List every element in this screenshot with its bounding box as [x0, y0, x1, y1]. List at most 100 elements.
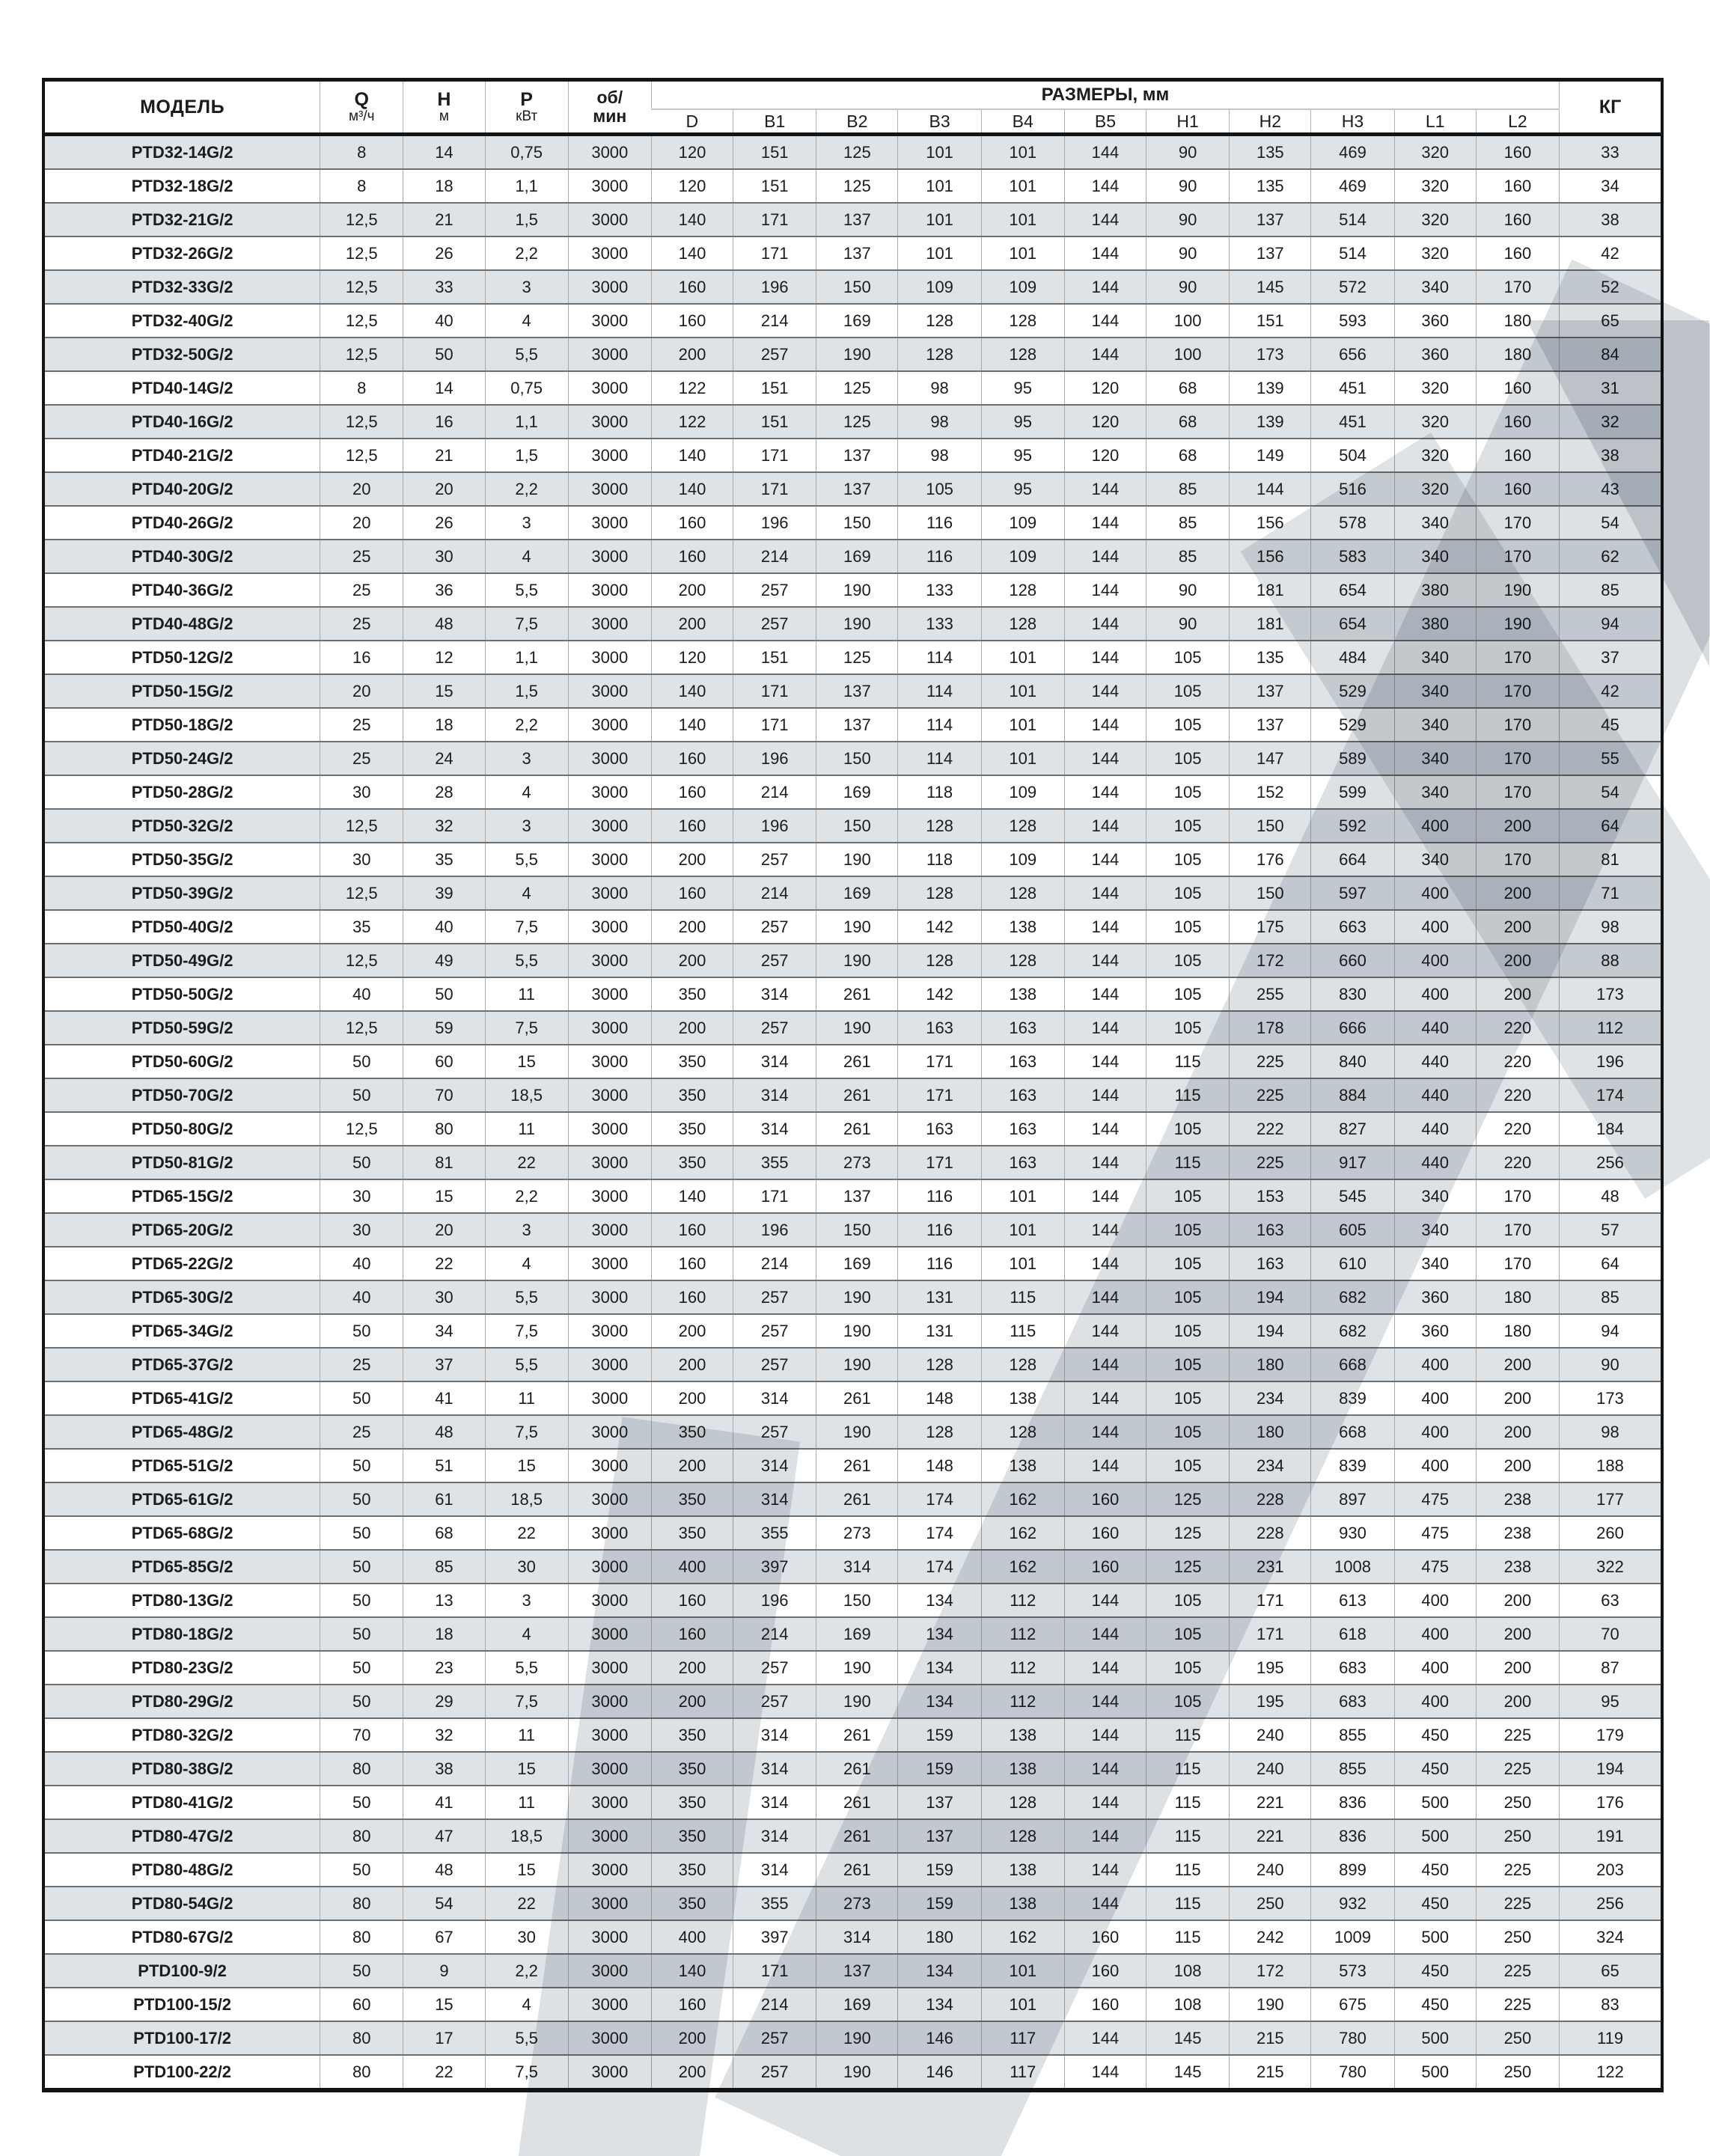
value-cell: 101: [980, 674, 1065, 708]
value-cell: 400: [1393, 1685, 1477, 1718]
value-cell: 3: [484, 506, 569, 540]
value-cell: 3000: [567, 371, 652, 405]
value-cell: 137: [897, 1786, 982, 1819]
value-cell: 138: [980, 910, 1065, 944]
value-cell: 144: [1063, 641, 1146, 674]
value-cell: 320: [1393, 439, 1477, 472]
value-cell: 144: [1063, 843, 1146, 876]
value-cell: 196: [1559, 1045, 1662, 1078]
value-cell: 181: [1229, 607, 1311, 641]
value-cell: 105: [1146, 1449, 1230, 1482]
value-cell: 138: [980, 1381, 1065, 1415]
value-cell: 3000: [567, 1550, 652, 1584]
value-cell: 85: [1146, 506, 1230, 540]
model-cell: PTD50-81G/2: [43, 1146, 320, 1179]
value-cell: 200: [650, 2021, 733, 2055]
model-cell: PTD50-80G/2: [43, 1112, 320, 1146]
value-cell: 839: [1310, 1381, 1395, 1415]
value-cell: 50: [320, 1449, 403, 1482]
value-cell: 125: [816, 134, 898, 169]
value-cell: 3000: [567, 1381, 652, 1415]
value-cell: 105: [1146, 1651, 1230, 1685]
value-cell: 122: [650, 405, 733, 439]
value-cell: 225: [1475, 1988, 1560, 2021]
value-cell: 4: [484, 1988, 569, 2021]
model-cell: PTD50-15G/2: [43, 674, 320, 708]
value-cell: 50: [320, 1954, 403, 1988]
value-cell: 190: [816, 1685, 898, 1718]
value-cell: 225: [1229, 1045, 1311, 1078]
value-cell: 7,5: [484, 2055, 569, 2090]
value-cell: 159: [897, 1752, 982, 1786]
value-cell: 504: [1310, 439, 1395, 472]
value-cell: 138: [980, 1853, 1065, 1887]
value-cell: 190: [816, 1314, 898, 1348]
table-row: PTD50-81G/2 50 81 22 3000 350 355 273 171 163 144 1…: [43, 1146, 1662, 1179]
value-cell: 115: [1146, 1887, 1230, 1920]
value-cell: 140: [650, 236, 733, 270]
value-cell: 440: [1393, 1146, 1477, 1179]
value-cell: 116: [897, 506, 982, 540]
value-cell: 101: [980, 134, 1065, 169]
value-cell: 4: [484, 775, 569, 809]
value-cell: 160: [650, 270, 733, 304]
value-cell: 153: [1229, 1179, 1311, 1213]
value-cell: 200: [1475, 1584, 1560, 1617]
value-cell: 11: [484, 1381, 569, 1415]
value-cell: 0,75: [484, 371, 569, 405]
value-cell: 15: [484, 1045, 569, 1078]
value-cell: 3000: [567, 641, 652, 674]
value-cell: 3000: [567, 1011, 652, 1045]
value-cell: 830: [1310, 977, 1395, 1011]
value-cell: 85: [1559, 1280, 1662, 1314]
value-cell: 181: [1229, 573, 1311, 607]
value-cell: 450: [1393, 1752, 1477, 1786]
value-cell: 160: [1475, 203, 1560, 236]
value-cell: 475: [1393, 1516, 1477, 1550]
value-cell: 200: [1475, 944, 1560, 977]
value-cell: 5,5: [484, 944, 569, 977]
value-cell: 250: [1475, 1786, 1560, 1819]
value-cell: 169: [816, 1247, 898, 1280]
table-row: PTD100-9/2 50 9 2,2 3000 140 171 137 134 101 160 10…: [43, 1954, 1662, 1988]
value-cell: 200: [650, 910, 733, 944]
value-cell: 144: [1063, 1011, 1146, 1045]
value-cell: 221: [1229, 1786, 1311, 1819]
value-cell: 108: [1146, 1988, 1230, 2021]
value-cell: 340: [1393, 708, 1477, 742]
value-cell: 163: [980, 1011, 1065, 1045]
value-cell: 144: [1063, 1819, 1146, 1853]
table-row: PTD32-33G/2 12,5 33 3 3000 160 196 150 109 109 144…: [43, 270, 1662, 304]
value-cell: 2,2: [484, 708, 569, 742]
model-cell: PTD32-21G/2: [43, 203, 320, 236]
value-cell: 162: [980, 1482, 1065, 1516]
value-cell: 320: [1393, 405, 1477, 439]
value-cell: 3000: [567, 809, 652, 843]
value-cell: 190: [816, 1280, 898, 1314]
value-cell: 137: [897, 1819, 982, 1853]
value-cell: 171: [733, 674, 816, 708]
value-cell: 855: [1310, 1752, 1395, 1786]
value-cell: 160: [650, 506, 733, 540]
value-cell: 65: [1559, 1954, 1662, 1988]
value-cell: 30: [320, 775, 403, 809]
value-cell: 144: [1063, 1146, 1146, 1179]
value-cell: 3000: [567, 1112, 652, 1146]
value-cell: 144: [1063, 1718, 1146, 1752]
value-cell: 261: [816, 1482, 898, 1516]
value-cell: 261: [816, 977, 898, 1011]
value-cell: 160: [650, 1584, 733, 1617]
model-cell: PTD65-30G/2: [43, 1280, 320, 1314]
value-cell: 38: [1559, 439, 1662, 472]
value-cell: 194: [1559, 1752, 1662, 1786]
value-cell: 18,5: [484, 1078, 569, 1112]
value-cell: 320: [1393, 169, 1477, 203]
value-cell: 3000: [567, 2055, 652, 2090]
value-cell: 151: [733, 371, 816, 405]
value-cell: 105: [1146, 1685, 1230, 1718]
value-cell: 105: [1146, 1112, 1230, 1146]
value-cell: 30: [484, 1550, 569, 1584]
value-cell: 195: [1229, 1651, 1311, 1685]
value-cell: 159: [897, 1718, 982, 1752]
value-cell: 112: [1559, 1011, 1662, 1045]
